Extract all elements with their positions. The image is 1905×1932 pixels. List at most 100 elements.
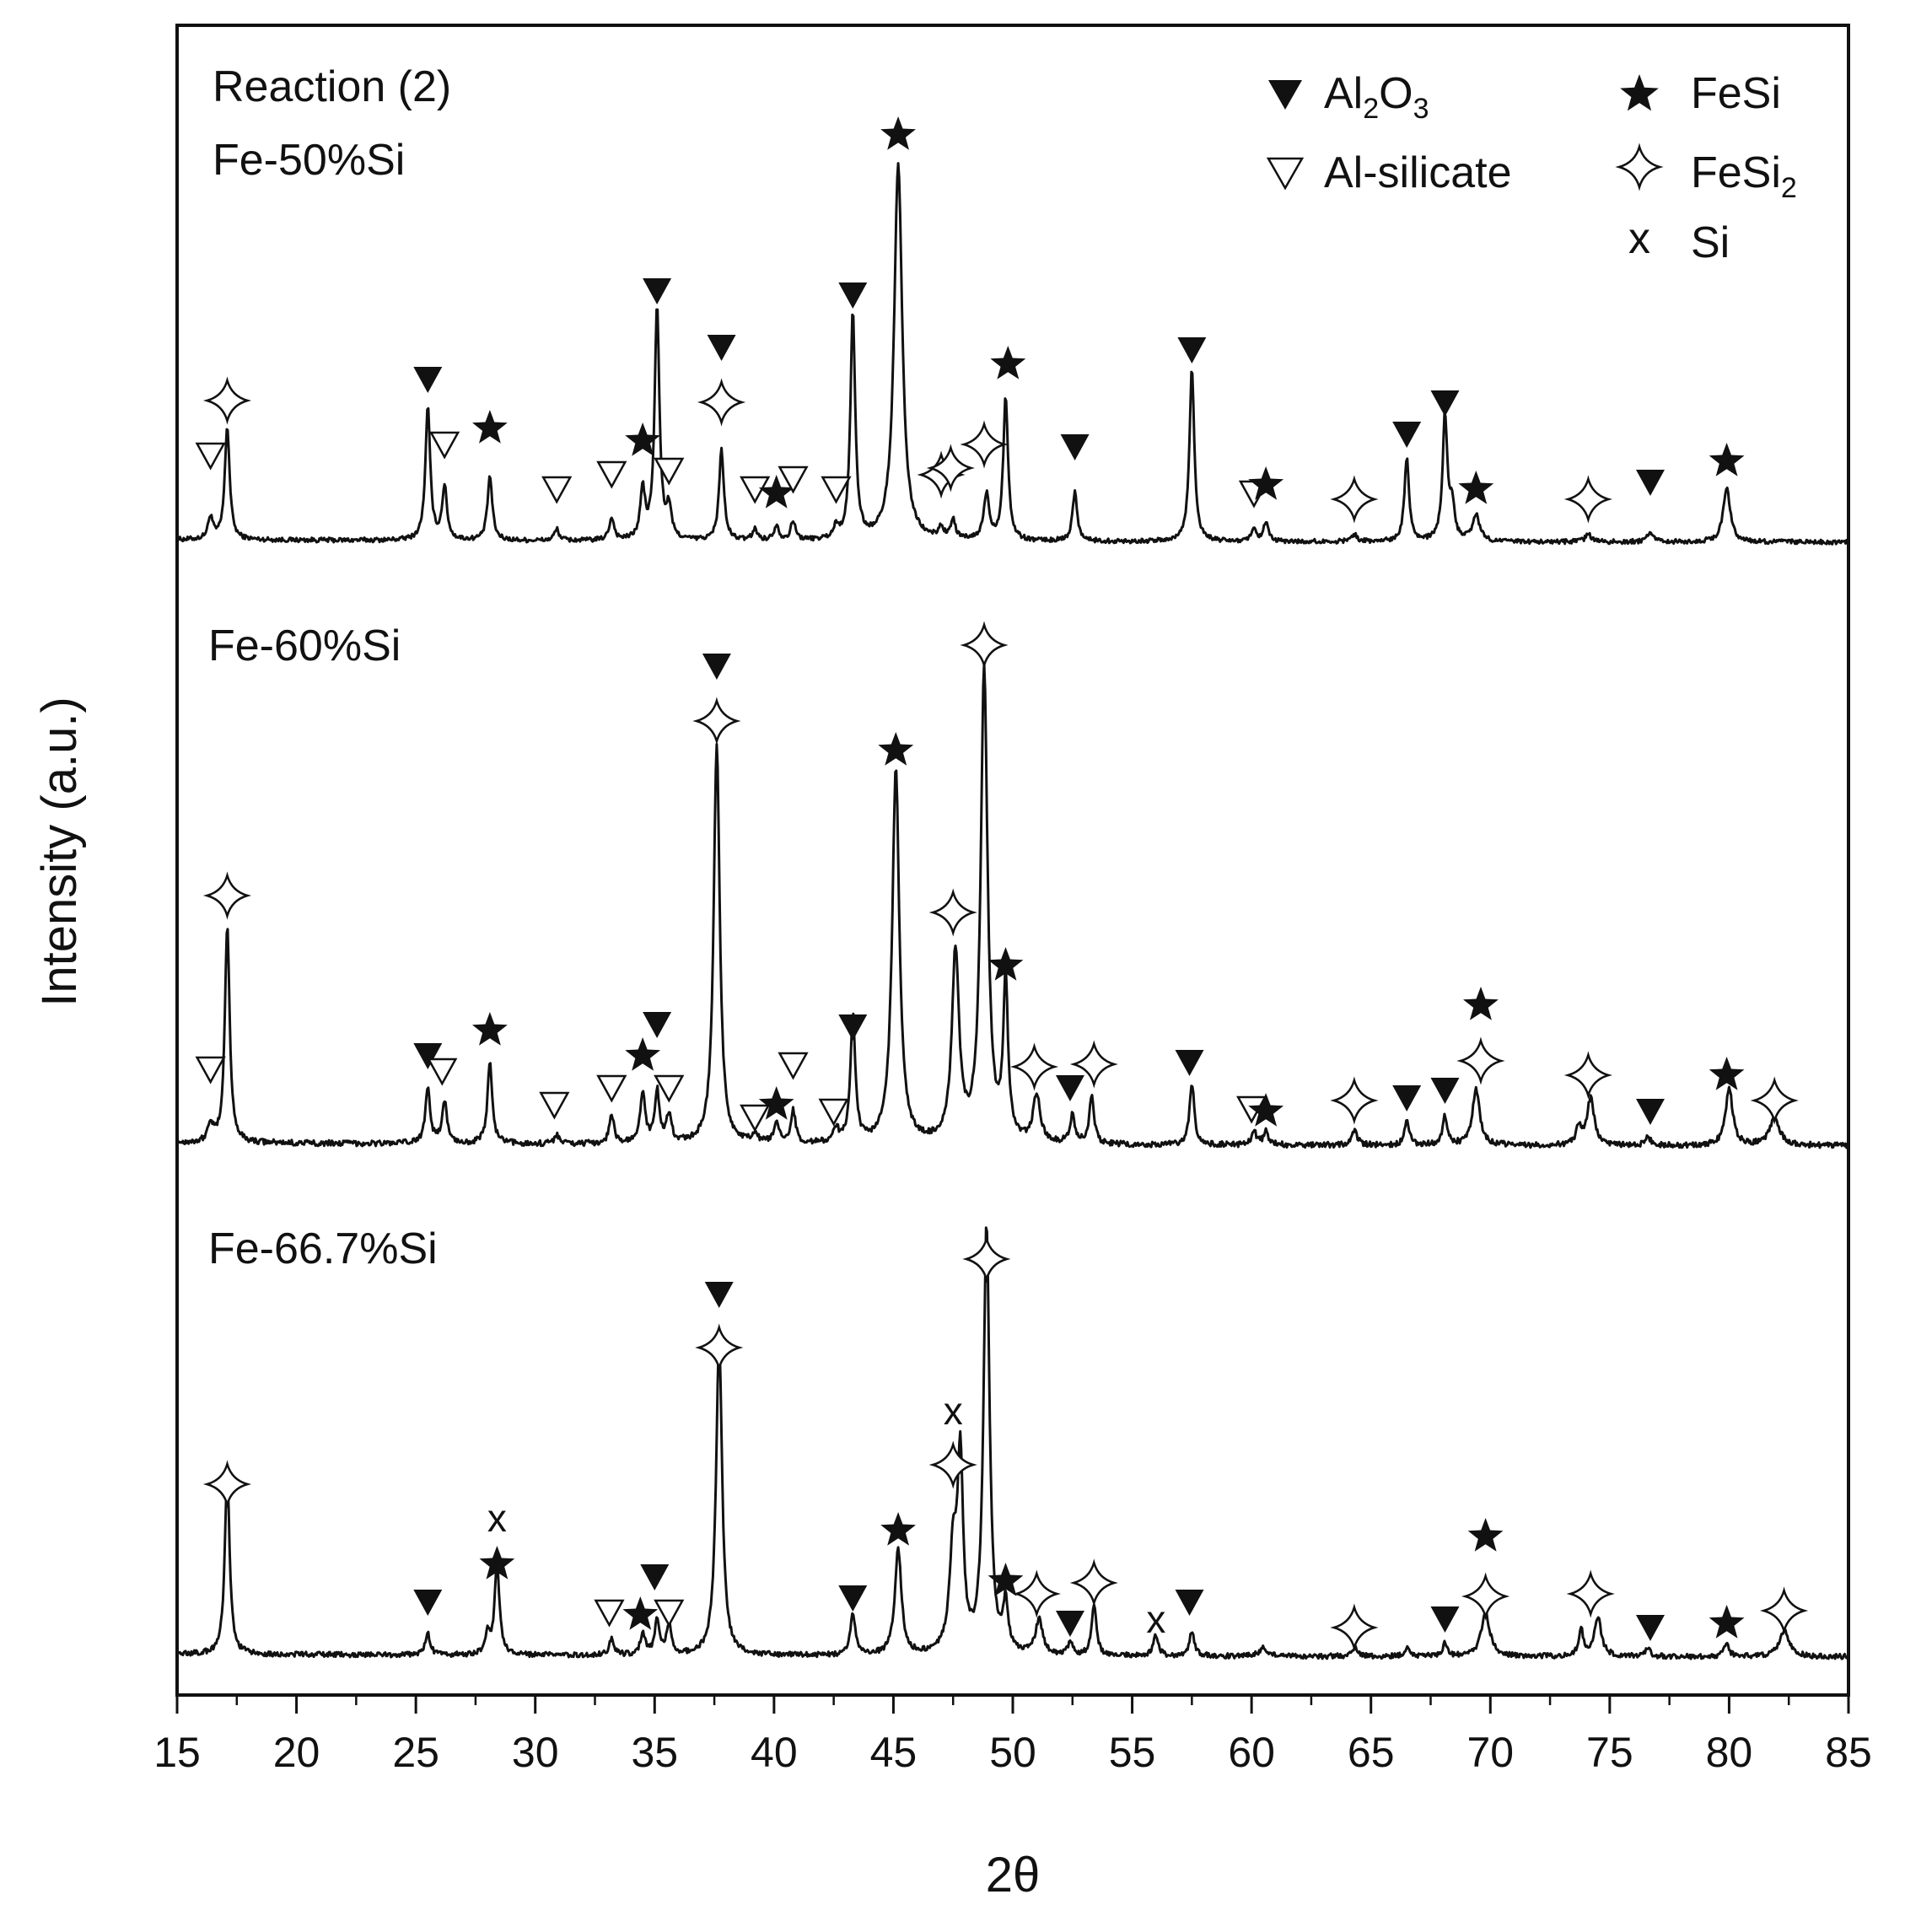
open-down-triangle-marker xyxy=(818,1098,849,1127)
x-tick-label: 15 xyxy=(153,1729,201,1776)
open-down-triangle-marker xyxy=(740,1104,771,1133)
filled-star-marker xyxy=(1620,74,1659,111)
filled-down-triangle-marker xyxy=(1430,390,1460,417)
x-tick-label: 45 xyxy=(870,1729,918,1776)
series-label-fe-60: Fe-60%Si xyxy=(208,622,401,670)
x-axis-ticks: 15 20 25 30 35 40 45 50 55 60 65 70 75 80 85 xyxy=(153,1695,1872,1776)
filled-star-marker xyxy=(987,1563,1024,1596)
filled-star-marker xyxy=(625,422,661,456)
x-axis-title: 2θ xyxy=(986,1848,1041,1902)
x-tick-label: 25 xyxy=(392,1729,439,1776)
filled-down-triangle-marker xyxy=(1430,1078,1460,1104)
filled-down-triangle-marker xyxy=(413,1590,443,1616)
open-down-triangle-marker xyxy=(195,442,226,471)
filled-down-triangle-marker xyxy=(704,1282,734,1308)
open-down-triangle-marker xyxy=(596,460,627,489)
open-down-triangle-marker xyxy=(654,1074,685,1103)
x-tick-label: 50 xyxy=(989,1729,1036,1776)
open-down-triangle-marker xyxy=(654,1599,685,1628)
open-four-point-star-marker xyxy=(1563,475,1612,524)
phase-markers: x x x xyxy=(195,116,1809,1652)
filled-down-triangle-marker xyxy=(1392,1085,1422,1111)
x-tick-label: 35 xyxy=(631,1729,678,1776)
series-line xyxy=(175,162,1850,546)
filled-star-marker xyxy=(472,410,508,444)
series-layer xyxy=(175,162,1850,1660)
si-x-marker: x xyxy=(1146,1597,1165,1641)
open-four-point-star-marker xyxy=(695,1323,744,1372)
filled-star-marker xyxy=(1709,443,1745,476)
filled-down-triangle-marker xyxy=(1177,337,1207,363)
filled-star-marker xyxy=(758,1086,794,1120)
filled-down-triangle-marker xyxy=(413,367,443,393)
open-four-point-star-icon xyxy=(1615,143,1664,191)
plot-frame xyxy=(175,24,1850,1697)
x-tick-label: 40 xyxy=(751,1729,798,1776)
x-tick-label: 65 xyxy=(1348,1729,1395,1776)
open-four-point-star-marker xyxy=(202,871,252,920)
filled-star-marker xyxy=(1463,987,1499,1020)
filled-star-marker xyxy=(1467,1518,1504,1552)
legend-label-fesi2: FeSi xyxy=(1691,148,1781,197)
legend-label-o-sub: 3 xyxy=(1413,93,1429,125)
filled-down-triangle-marker xyxy=(1635,1099,1665,1125)
filled-down-triangle-marker xyxy=(1060,434,1090,460)
reaction-title: Reaction (2) xyxy=(213,62,451,111)
filled-down-triangle-marker xyxy=(643,278,672,304)
open-down-triangle-marker xyxy=(541,476,573,504)
filled-star-marker xyxy=(1709,1605,1745,1639)
si-x-marker: x xyxy=(487,1496,507,1540)
filled-down-triangle-marker xyxy=(1175,1590,1204,1616)
open-four-point-star-marker xyxy=(692,697,741,745)
filled-down-triangle-icon xyxy=(1268,80,1302,110)
svg-text:FeSi2: FeSi2 xyxy=(1691,148,1797,204)
legend-item-fesi: FeSi xyxy=(1620,69,1781,118)
x-tick-label: 55 xyxy=(1109,1729,1156,1776)
filled-star-marker xyxy=(479,1546,515,1580)
open-down-triangle-icon xyxy=(1266,157,1305,191)
filled-star-marker xyxy=(1458,471,1494,504)
filled-down-triangle-marker xyxy=(643,1012,672,1038)
open-four-point-star-marker xyxy=(1330,475,1379,524)
filled-star-marker xyxy=(880,1512,916,1546)
open-four-point-star-marker xyxy=(926,444,975,492)
open-four-point-star-marker xyxy=(928,1440,977,1489)
filled-star-marker xyxy=(987,947,1024,981)
legend-item-al-silicate: Al-silicate xyxy=(1266,148,1512,197)
filled-star-marker xyxy=(1709,1057,1745,1090)
filled-star-marker xyxy=(880,116,916,150)
filled-star-marker xyxy=(878,732,914,766)
open-four-point-star-marker xyxy=(1759,1586,1809,1635)
si-x-marker: x xyxy=(944,1389,963,1433)
filled-down-triangle-marker xyxy=(1392,422,1422,448)
open-four-point-star-marker xyxy=(202,376,252,425)
x-tick-label: 80 xyxy=(1706,1729,1753,1776)
filled-star-marker xyxy=(758,475,794,509)
open-four-point-star-marker xyxy=(202,1460,252,1509)
x-tick-label: 85 xyxy=(1825,1729,1872,1776)
open-four-point-star-marker xyxy=(697,378,746,427)
filled-star-marker xyxy=(622,1596,659,1630)
filled-down-triangle-marker xyxy=(1175,1050,1204,1076)
filled-down-triangle-marker xyxy=(838,1585,868,1612)
open-down-triangle-marker xyxy=(429,431,460,460)
open-down-triangle-marker xyxy=(596,1074,627,1103)
open-four-point-star-marker xyxy=(1566,1569,1615,1618)
x-tick-label: 75 xyxy=(1586,1729,1633,1776)
filled-down-triangle-marker xyxy=(702,654,731,680)
x-tick-label: 60 xyxy=(1228,1729,1275,1776)
open-four-point-star-marker xyxy=(1563,1051,1612,1100)
open-four-point-star-marker xyxy=(1330,1076,1379,1125)
filled-down-triangle-marker xyxy=(838,283,868,309)
open-four-point-star-marker xyxy=(1615,143,1664,191)
series-label-fe-66-7: Fe-66.7%Si xyxy=(208,1224,438,1273)
open-four-point-star-marker xyxy=(1750,1076,1799,1125)
filled-down-triangle-marker xyxy=(640,1564,670,1590)
filled-down-triangle-marker xyxy=(707,335,736,361)
open-four-point-star-marker xyxy=(1461,1572,1510,1621)
filled-star-marker xyxy=(1248,1093,1284,1127)
series-line xyxy=(175,662,1850,1149)
y-axis-title: Intensity (a.u.) xyxy=(32,697,87,1006)
x-tick-label: 70 xyxy=(1466,1729,1514,1776)
